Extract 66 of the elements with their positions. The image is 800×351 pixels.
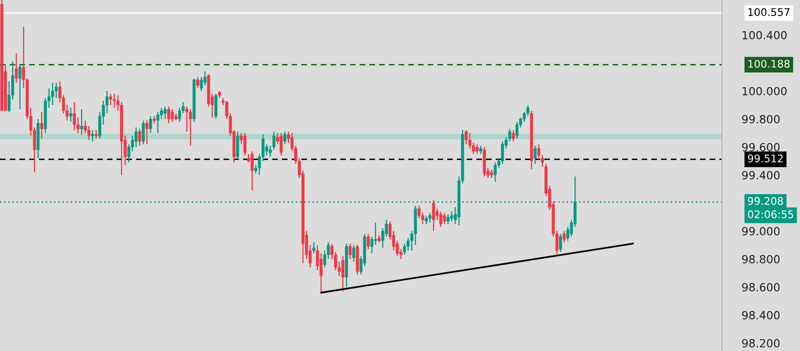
candlestick [91,130,94,142]
candlestick [534,145,537,164]
candlestick [196,76,200,89]
candlestick [341,256,344,292]
candlestick [280,132,283,156]
candlestick [40,111,44,140]
candlestick [243,132,246,156]
candlestick [236,131,240,160]
y-tick-label: 99.400 [742,170,780,180]
y-tick-label: 98.400 [742,310,780,320]
y-tick-label: 100.000 [742,86,787,96]
candlestick [537,144,540,160]
y-tick-label: 99.000 [742,226,780,236]
candlestick [112,93,116,108]
candlestick [51,82,54,106]
candlestick [559,233,562,253]
candlestick [170,108,174,122]
candlestick [428,212,432,224]
y-tick-label: 98.600 [742,282,780,292]
y-tick-label: 98.800 [742,254,780,264]
ref-line-label: 99.208 [748,197,784,205]
candlestick [134,126,138,148]
candlestick [109,93,112,106]
candlestick [374,222,377,246]
candlestick [562,230,566,243]
y-tick-label: 99.600 [742,142,780,152]
candlestick [442,212,446,225]
candlestick [18,64,22,110]
candlestick [446,214,450,225]
candlestick [464,130,468,145]
candlestick [164,106,167,120]
candlestick [145,120,148,145]
candlestick [283,131,286,145]
ref-line-label: 100.188 [748,60,790,68]
candlestick [138,128,142,146]
y-tick-label: 98.200 [742,338,780,348]
candlestick [167,106,170,124]
y-tick-label: 100.400 [742,30,787,40]
candlestick [189,108,192,146]
ref-line-label: 100.557 [748,8,790,16]
ref-line-label: 99.512 [748,154,783,162]
candlestick [432,200,436,232]
candlestick [80,108,84,135]
candlestick [214,93,218,120]
candlestick [366,233,370,250]
candlestick [156,111,160,134]
candlestick [516,121,518,140]
candlestick [482,146,486,177]
candlestick [439,210,442,228]
candlestick [512,130,515,142]
candlestick [72,102,76,131]
candlestick [69,107,72,122]
candlestick [352,244,356,262]
candlestick [312,242,316,254]
candlestick [348,243,352,260]
y-tick-label: 99.800 [742,114,780,124]
candlestick [450,210,454,222]
text: 02:06:55 [748,210,794,218]
candlestick [501,140,504,164]
candlestick [142,120,145,145]
candlestick [149,116,152,134]
candlestick [250,150,254,191]
candlestick [14,52,18,84]
candlestick [152,116,156,124]
candlestick [494,162,497,183]
candlestick [476,144,479,155]
